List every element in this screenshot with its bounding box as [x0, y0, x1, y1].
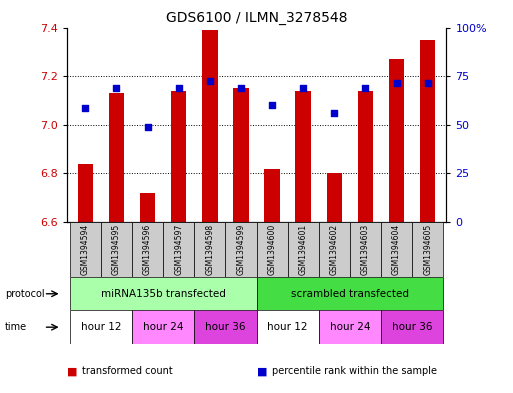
Text: GSM1394604: GSM1394604 [392, 224, 401, 275]
Text: hour 24: hour 24 [143, 322, 184, 332]
Text: time: time [5, 322, 27, 332]
Text: GSM1394603: GSM1394603 [361, 224, 370, 275]
Bar [70, 277, 256, 310]
Bar [326, 173, 342, 222]
Bar [77, 164, 93, 222]
Bar [194, 310, 256, 344]
Bar [256, 277, 443, 310]
Bar [264, 169, 280, 222]
Text: percentile rank within the sample: percentile rank within the sample [272, 366, 437, 376]
Text: GSM1394597: GSM1394597 [174, 224, 183, 275]
Bar [381, 222, 412, 277]
Point [392, 80, 401, 86]
Bar [319, 310, 381, 344]
Point [81, 105, 89, 111]
Bar [163, 222, 194, 277]
Point [424, 80, 432, 86]
Bar [350, 222, 381, 277]
Bar [109, 93, 124, 222]
Bar [132, 222, 163, 277]
Bar [202, 30, 218, 222]
Text: ■: ■ [256, 366, 267, 376]
Bar [233, 88, 249, 222]
Text: GSM1394598: GSM1394598 [205, 224, 214, 275]
Bar [132, 310, 194, 344]
Text: GSM1394595: GSM1394595 [112, 224, 121, 275]
Text: GSM1394599: GSM1394599 [236, 224, 245, 275]
Text: hour 36: hour 36 [205, 322, 246, 332]
Bar [70, 310, 132, 344]
Bar [319, 222, 350, 277]
Text: GSM1394596: GSM1394596 [143, 224, 152, 275]
Point [112, 85, 121, 92]
Bar [288, 222, 319, 277]
Bar [412, 222, 443, 277]
Point [361, 85, 369, 92]
Point [299, 85, 307, 92]
Text: miRNA135b transfected: miRNA135b transfected [101, 289, 226, 299]
Point [174, 85, 183, 92]
Text: hour 12: hour 12 [267, 322, 308, 332]
Text: hour 36: hour 36 [392, 322, 432, 332]
Text: protocol: protocol [5, 289, 45, 299]
Bar [194, 222, 225, 277]
Point [237, 85, 245, 92]
Point [330, 110, 339, 116]
Bar [389, 59, 404, 222]
Text: GSM1394602: GSM1394602 [330, 224, 339, 275]
Bar [70, 222, 101, 277]
Text: transformed count: transformed count [82, 366, 173, 376]
Bar [171, 91, 187, 222]
Text: hour 24: hour 24 [329, 322, 370, 332]
Text: ■: ■ [67, 366, 77, 376]
Text: GSM1394601: GSM1394601 [299, 224, 308, 275]
Bar [256, 310, 319, 344]
Point [144, 124, 152, 130]
Bar [256, 222, 288, 277]
Title: GDS6100 / ILMN_3278548: GDS6100 / ILMN_3278548 [166, 11, 347, 25]
Bar [295, 91, 311, 222]
Text: hour 12: hour 12 [81, 322, 121, 332]
Text: scrambled transfected: scrambled transfected [291, 289, 409, 299]
Bar [140, 193, 155, 222]
Bar [101, 222, 132, 277]
Bar [420, 40, 436, 222]
Bar [358, 91, 373, 222]
Text: GSM1394594: GSM1394594 [81, 224, 90, 275]
Text: GSM1394605: GSM1394605 [423, 224, 432, 275]
Bar [225, 222, 256, 277]
Bar [381, 310, 443, 344]
Point [268, 102, 276, 108]
Point [206, 78, 214, 84]
Text: GSM1394600: GSM1394600 [268, 224, 277, 275]
